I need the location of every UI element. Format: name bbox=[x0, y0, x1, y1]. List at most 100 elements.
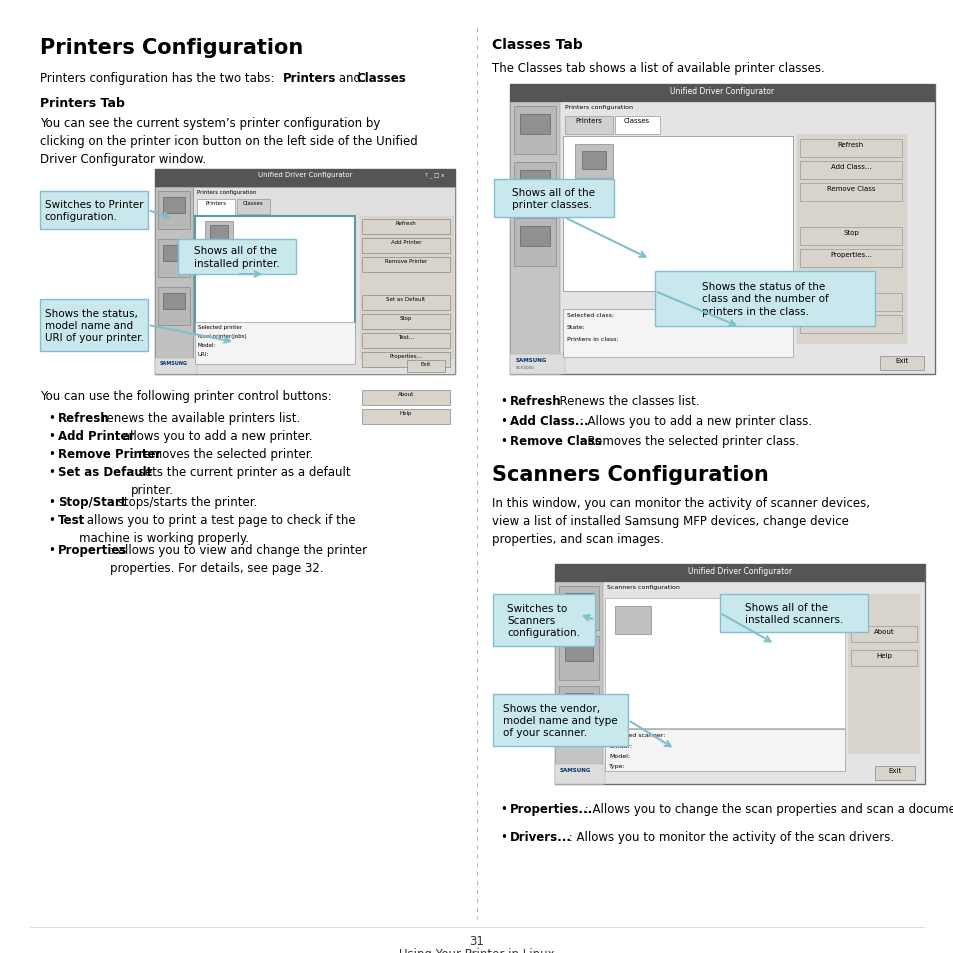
Bar bbox=[800, 228, 901, 246]
Text: Stop: Stop bbox=[842, 230, 858, 235]
Text: Exit: Exit bbox=[887, 767, 901, 773]
Text: SAMSUNG: SAMSUNG bbox=[516, 357, 547, 363]
Bar bbox=[154, 358, 196, 375]
Text: local printer(jobs): local printer(jobs) bbox=[198, 334, 247, 338]
Text: About: About bbox=[840, 295, 861, 302]
Text: : Allows you to change the scan properties and scan a document. See page 34.: : Allows you to change the scan properti… bbox=[581, 802, 953, 815]
Text: Properties: Properties bbox=[58, 543, 128, 557]
Text: You can see the current system’s printer configuration by
clicking on the printe: You can see the current system’s printer… bbox=[40, 117, 417, 166]
Bar bbox=[879, 356, 923, 371]
Bar bbox=[519, 171, 550, 191]
Text: •: • bbox=[48, 514, 55, 526]
Text: Shows all of the
installed printer.: Shows all of the installed printer. bbox=[193, 246, 279, 269]
Text: Remove Printer: Remove Printer bbox=[58, 448, 161, 460]
Text: Selected printer: Selected printer bbox=[198, 325, 242, 330]
Bar bbox=[494, 180, 614, 218]
Text: •: • bbox=[48, 543, 55, 557]
Text: Scanners Configuration: Scanners Configuration bbox=[492, 464, 768, 484]
Text: •: • bbox=[499, 395, 506, 408]
Bar bbox=[562, 137, 792, 292]
Text: Vendor:: Vendor: bbox=[608, 743, 633, 748]
Text: SAMSUNG: SAMSUNG bbox=[559, 767, 591, 772]
Bar bbox=[558, 586, 598, 630]
Text: : allows you to add a new printer.: : allows you to add a new printer. bbox=[115, 430, 313, 442]
Bar bbox=[178, 240, 295, 274]
Text: Help: Help bbox=[842, 317, 858, 324]
Text: Help: Help bbox=[875, 652, 891, 659]
Bar bbox=[602, 582, 924, 784]
Bar bbox=[655, 272, 874, 327]
Bar bbox=[564, 643, 593, 661]
Bar bbox=[158, 288, 190, 326]
Text: Model:: Model: bbox=[608, 753, 629, 759]
Bar bbox=[514, 219, 556, 267]
Text: URI:: URI: bbox=[198, 352, 209, 356]
Text: The Classes tab shows a list of available printer classes.: The Classes tab shows a list of availabl… bbox=[492, 62, 824, 75]
Bar bbox=[407, 360, 444, 373]
Bar bbox=[510, 355, 564, 375]
Text: Unified Driver Configurator: Unified Driver Configurator bbox=[257, 172, 352, 178]
Bar bbox=[796, 135, 906, 345]
Bar bbox=[361, 410, 450, 424]
Text: Selected scanner:: Selected scanner: bbox=[608, 732, 664, 738]
Bar bbox=[361, 353, 450, 368]
Bar bbox=[519, 227, 550, 247]
Bar bbox=[361, 257, 450, 273]
Bar bbox=[555, 564, 924, 784]
Text: Remove Class: Remove Class bbox=[826, 186, 874, 192]
Text: : removes the selected printer.: : removes the selected printer. bbox=[131, 448, 313, 460]
Text: Classes: Classes bbox=[242, 201, 263, 206]
Text: About: About bbox=[397, 392, 414, 396]
Bar bbox=[581, 152, 605, 170]
Text: : allows you to print a test page to check if the
machine is working properly.: : allows you to print a test page to che… bbox=[79, 514, 355, 544]
Text: Remove Class: Remove Class bbox=[510, 435, 601, 448]
Bar bbox=[615, 117, 659, 135]
Text: SAMSUNG: SAMSUNG bbox=[160, 360, 188, 366]
Bar bbox=[800, 315, 901, 334]
Text: Model:: Model: bbox=[198, 343, 216, 348]
Text: Classes Tab: Classes Tab bbox=[492, 38, 582, 52]
Text: Stop/Start: Stop/Start bbox=[58, 496, 126, 509]
Text: Drivers...: Drivers... bbox=[510, 830, 572, 843]
Text: Refresh: Refresh bbox=[510, 395, 561, 408]
Bar bbox=[555, 582, 602, 784]
Text: and: and bbox=[335, 71, 364, 85]
Bar bbox=[559, 103, 934, 375]
Text: Properties...: Properties... bbox=[829, 252, 871, 257]
Text: Unified Driver Configurator: Unified Driver Configurator bbox=[669, 87, 773, 96]
Text: SCX3000: SCX3000 bbox=[516, 366, 535, 370]
Text: Printers configuration: Printers configuration bbox=[564, 105, 633, 110]
Text: Properties...: Properties... bbox=[389, 354, 422, 358]
Bar bbox=[575, 145, 613, 179]
Bar bbox=[564, 594, 593, 612]
Text: Refresh: Refresh bbox=[837, 142, 863, 148]
Bar bbox=[874, 766, 914, 781]
Bar bbox=[555, 764, 604, 784]
Text: •: • bbox=[48, 412, 55, 424]
Bar bbox=[493, 595, 595, 646]
Text: Shows the status of the
class and the number of
printers in the class.: Shows the status of the class and the nu… bbox=[700, 282, 827, 316]
Bar bbox=[163, 246, 185, 262]
Text: Printers Configuration: Printers Configuration bbox=[40, 38, 303, 58]
Text: State:: State: bbox=[566, 325, 585, 330]
Text: Type:: Type: bbox=[608, 763, 625, 768]
Bar bbox=[193, 188, 455, 375]
Bar bbox=[800, 162, 901, 180]
Text: Printers: Printers bbox=[205, 201, 226, 206]
Text: •: • bbox=[499, 830, 506, 843]
Bar bbox=[361, 314, 450, 330]
Text: Shows all of the
printer classes.: Shows all of the printer classes. bbox=[512, 188, 595, 210]
Bar bbox=[800, 294, 901, 312]
Bar bbox=[154, 170, 455, 188]
Text: Scanners configuration: Scanners configuration bbox=[606, 584, 679, 589]
Bar bbox=[361, 334, 450, 349]
Text: Exit: Exit bbox=[420, 361, 431, 367]
Text: Shows the vendor,
model name and type
of your scanner.: Shows the vendor, model name and type of… bbox=[502, 703, 618, 738]
Text: Classes: Classes bbox=[355, 71, 405, 85]
Bar bbox=[604, 598, 844, 728]
Text: 31: 31 bbox=[469, 934, 484, 947]
Bar bbox=[493, 695, 627, 746]
Text: You can use the following printer control buttons:: You can use the following printer contro… bbox=[40, 390, 332, 402]
Bar bbox=[558, 637, 598, 680]
Bar bbox=[40, 192, 148, 230]
